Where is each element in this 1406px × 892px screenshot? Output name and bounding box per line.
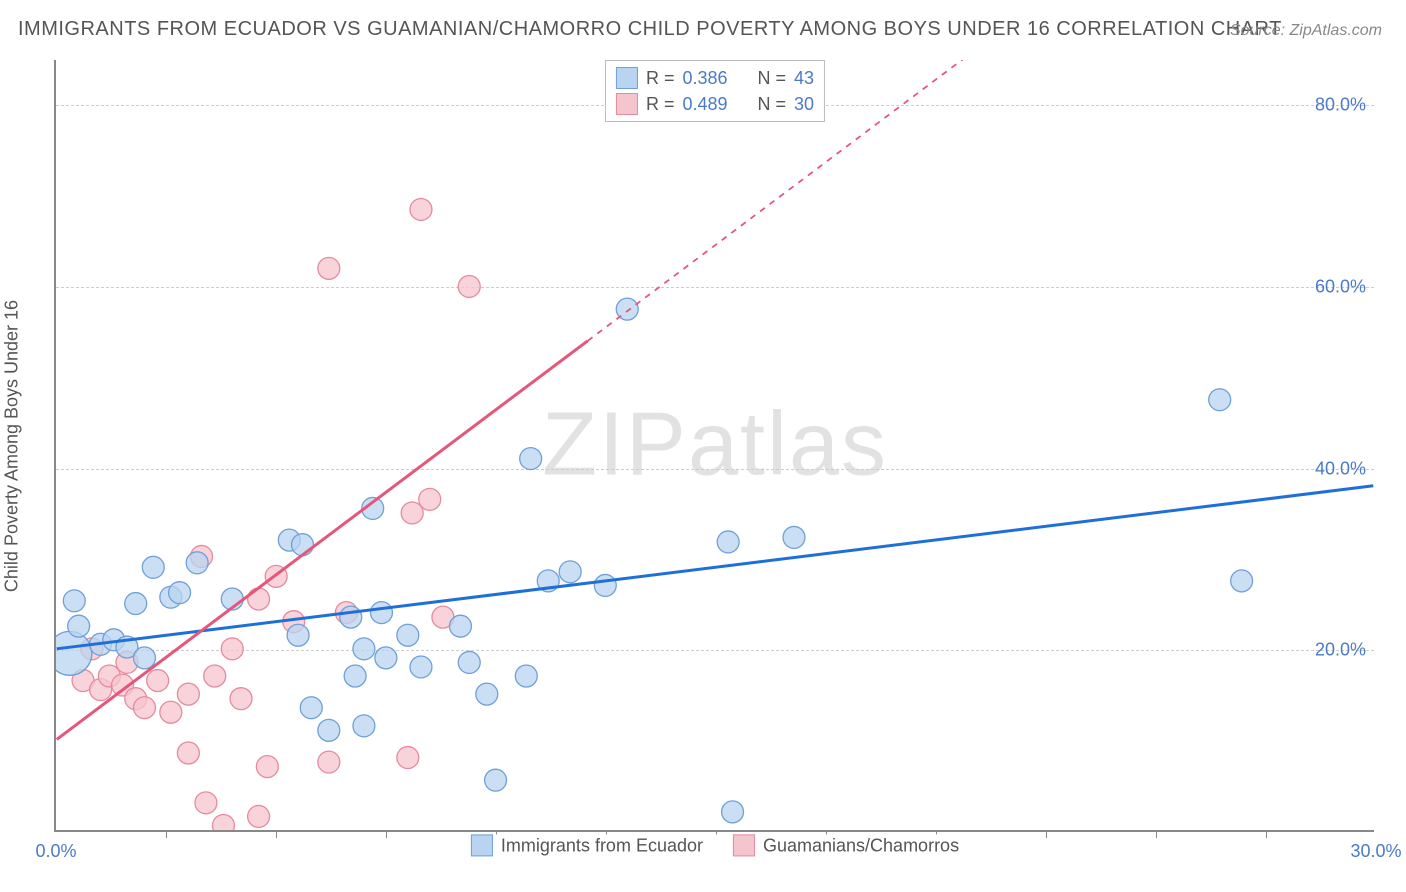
- trend-line-guam: [57, 341, 588, 740]
- x-tick: [1046, 830, 1047, 838]
- data-point-ecuador: [717, 531, 739, 553]
- data-point-ecuador: [410, 656, 432, 678]
- data-point-guam: [458, 275, 480, 297]
- legend-item-ecuador: Immigrants from Ecuador: [471, 834, 703, 856]
- data-point-guam: [221, 638, 243, 660]
- x-tick: [276, 830, 277, 838]
- x-tick: [1156, 830, 1157, 838]
- data-point-ecuador: [353, 638, 375, 660]
- data-point-ecuador: [169, 582, 191, 604]
- data-point-ecuador: [125, 593, 147, 615]
- data-point-ecuador: [68, 615, 90, 637]
- data-point-ecuador: [458, 651, 480, 673]
- x-tick: [166, 830, 167, 838]
- data-point-ecuador: [292, 534, 314, 556]
- swatch-ecuador-icon: [471, 834, 493, 856]
- swatch-guam: [616, 93, 638, 115]
- data-point-ecuador: [722, 801, 744, 823]
- stats-row-guam: R = 0.489 N = 30: [616, 91, 814, 117]
- data-point-ecuador: [449, 615, 471, 637]
- data-point-ecuador: [520, 448, 542, 470]
- n-value-guam: 30: [794, 94, 814, 115]
- data-point-ecuador: [142, 556, 164, 578]
- swatch-guam-icon: [733, 834, 755, 856]
- data-point-ecuador: [1209, 389, 1231, 411]
- data-point-guam: [213, 814, 235, 830]
- plot-svg: [56, 60, 1374, 830]
- data-point-guam: [160, 701, 182, 723]
- x-tick-label: 0.0%: [35, 841, 76, 862]
- data-point-ecuador: [485, 769, 507, 791]
- data-point-ecuador: [370, 602, 392, 624]
- trend-line-ecuador: [57, 486, 1374, 649]
- data-point-ecuador: [63, 590, 85, 612]
- data-point-guam: [230, 688, 252, 710]
- data-point-ecuador: [340, 606, 362, 628]
- source-credit: Source: ZipAtlas.com: [1230, 22, 1382, 40]
- data-point-ecuador: [559, 561, 581, 583]
- data-point-guam: [397, 747, 419, 769]
- plot-area: ZIPatlas R = 0.386 N = 43 R = 0.489 N = …: [54, 60, 1374, 832]
- data-point-ecuador: [186, 552, 208, 574]
- data-point-guam: [177, 742, 199, 764]
- data-point-ecuador: [318, 719, 340, 741]
- data-point-guam: [410, 198, 432, 220]
- x-tick: [386, 830, 387, 838]
- data-point-ecuador: [344, 665, 366, 687]
- swatch-ecuador: [616, 67, 638, 89]
- data-point-ecuador: [353, 715, 375, 737]
- data-point-guam: [318, 751, 340, 773]
- data-point-ecuador: [515, 665, 537, 687]
- data-point-guam: [204, 665, 226, 687]
- data-point-guam: [195, 792, 217, 814]
- bottom-legend: Immigrants from Ecuador Guamanians/Chamo…: [465, 834, 965, 856]
- data-point-ecuador: [476, 683, 498, 705]
- data-point-ecuador: [375, 647, 397, 669]
- r-value-ecuador: 0.386: [682, 68, 727, 89]
- n-value-ecuador: 43: [794, 68, 814, 89]
- data-point-ecuador: [397, 624, 419, 646]
- data-point-guam: [256, 756, 278, 778]
- r-value-guam: 0.489: [682, 94, 727, 115]
- legend-item-guam: Guamanians/Chamorros: [733, 834, 959, 856]
- chart-title: IMMIGRANTS FROM ECUADOR VS GUAMANIAN/CHA…: [18, 18, 1282, 41]
- data-point-ecuador: [134, 647, 156, 669]
- data-point-guam: [177, 683, 199, 705]
- data-point-guam: [419, 488, 441, 510]
- stats-legend: R = 0.386 N = 43 R = 0.489 N = 30: [605, 60, 825, 122]
- data-point-guam: [318, 257, 340, 279]
- data-point-ecuador: [783, 526, 805, 548]
- data-point-ecuador: [1231, 570, 1253, 592]
- data-point-guam: [134, 697, 156, 719]
- stats-row-ecuador: R = 0.386 N = 43: [616, 65, 814, 91]
- data-point-guam: [248, 588, 270, 610]
- x-tick: [1266, 830, 1267, 838]
- data-point-ecuador: [56, 631, 92, 675]
- x-tick-label: 30.0%: [1350, 841, 1401, 862]
- data-point-ecuador: [287, 624, 309, 646]
- data-point-guam: [248, 805, 270, 827]
- data-point-guam: [147, 670, 169, 692]
- data-point-ecuador: [594, 574, 616, 596]
- y-axis-title: Child Poverty Among Boys Under 16: [2, 300, 23, 592]
- data-point-ecuador: [300, 697, 322, 719]
